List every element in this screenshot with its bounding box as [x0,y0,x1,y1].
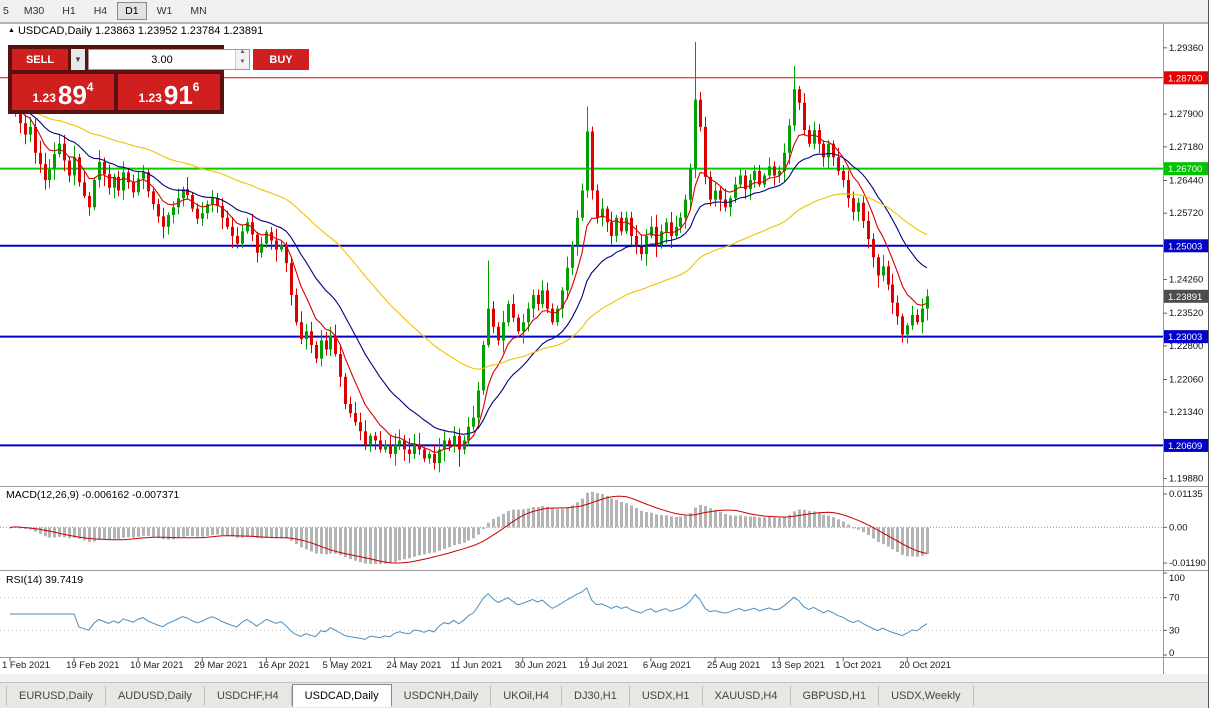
price-badge-1.28700: 1.28700 [1168,73,1202,84]
timeframe-button-D1[interactable]: D1 [117,2,147,20]
date-axis-label: 13 Sep 2021 [771,660,825,671]
chart-symbol-timeframe: USDCAD,Daily [17,25,92,37]
date-axis-label: 1 Oct 2021 [835,660,881,671]
date-axis-label: 10 Mar 2021 [130,660,183,671]
date-axis-label: 25 Aug 2021 [707,660,760,671]
rsi-axis-label: 30 [1169,625,1180,636]
sell-price-pip: 4 [86,80,94,94]
sell-options-dropdown[interactable]: ▼ [71,49,85,70]
price-axis-label: 1.19880 [1169,474,1203,485]
price-badge-1.23891: 1.23891 [1168,292,1202,303]
macd-name: MACD(12,26,9) [6,489,79,501]
price-badge-1.23003: 1.23003 [1168,332,1202,343]
date-axis-label: 1 Feb 2021 [2,660,50,671]
ma-line-8 [9,105,928,453]
sell-price-main: 89 [57,80,87,110]
rsi-name: RSI(14) [6,574,43,586]
chart-tab-eurusd-daily[interactable]: EURUSD,Daily [6,686,106,706]
chart-tab-ukoil-h4[interactable]: UKOil,H4 [491,686,563,706]
chevron-down-icon: ▼ [74,55,82,64]
price-axis-label: 1.27180 [1169,142,1203,153]
chart-tab-gbpusd-h1[interactable]: GBPUSD,H1 [791,686,880,706]
rsi-axis-label: 70 [1169,593,1180,604]
chart-tab-xauusd-h4[interactable]: XAUUSD,H4 [703,686,791,706]
trade-prices-row: 1.23 89 4 1.23 91 6 [12,74,220,110]
price-axis-label: 1.26440 [1169,175,1203,186]
buy-button[interactable]: BUY [253,49,309,70]
macd-axis-label: -0.01190 [1169,558,1206,569]
ma-line-55 [9,108,928,370]
ma-line-20 [9,107,928,435]
date-axis-label: 16 Apr 2021 [258,660,309,671]
volume-spinner: ▲ ▼ [235,49,249,69]
chart-tab-usdx-h1[interactable]: USDX,H1 [630,686,703,706]
price-badge-1.25003: 1.25003 [1168,241,1202,252]
chart-tab-audusd-daily[interactable]: AUDUSD,Daily [106,686,205,706]
price-axis-label: 1.29360 [1169,43,1203,54]
timeframe-toolbar: 5 M30 H1 H4 D1 W1 MN [0,0,1208,23]
chart-tab-usdcad-daily[interactable]: USDCAD,Daily [291,683,392,707]
chart-tab-usdcnh-daily[interactable]: USDCNH,Daily [392,686,492,706]
price-axis-label: 1.21340 [1169,407,1203,418]
buy-price-pip: 6 [192,80,200,94]
buy-price-main: 91 [163,80,193,110]
date-axis-label: 29 Mar 2021 [194,660,247,671]
chart-ohlc-values: 1.23863 1.23952 1.23784 1.23891 [94,25,264,37]
date-axis-label: 19 Jul 2021 [579,660,628,671]
macd-axis-label: 0.01135 [1169,489,1203,500]
volume-increase-button[interactable]: ▲ [236,49,249,60]
date-axis-label: 30 Jun 2021 [515,660,567,671]
price-axis-label: 1.22800 [1169,341,1203,352]
chart-tabs-zone: EURUSD,Daily AUDUSD,Daily USDCHF,H4 USDCAD,… [0,674,1208,708]
volume-input[interactable] [89,50,235,69]
timeframe-button-H4[interactable]: H4 [85,2,116,20]
volume-decrease-button[interactable]: ▼ [236,59,249,69]
chart-tab-usdchf-h4[interactable]: USDCHF,H4 [205,686,292,706]
sell-button[interactable]: SELL [12,49,68,70]
buy-price-display[interactable]: 1.23 91 6 [118,74,220,110]
chart-ohlc-info: ▲ USDCAD,Daily 1.23863 1.23952 1.23784 1.… [8,25,263,37]
candlestick-series [9,41,929,473]
price-axis-label: 1.22060 [1169,374,1203,385]
date-axis-label: 11 Jun 2021 [451,660,503,671]
price-axis-label: 1.25720 [1169,208,1203,219]
timeframe-button-5[interactable]: 5 [0,2,14,20]
chart-tab-bar: EURUSD,Daily AUDUSD,Daily USDCHF,H4 USDCAD,… [0,682,1208,708]
price-badge-1.20609: 1.20609 [1168,441,1202,452]
rsi-axis-label: 0 [1169,648,1174,659]
sell-price-display[interactable]: 1.23 89 4 [12,74,114,110]
volume-field-wrap: ▲ ▼ [88,49,250,70]
date-axis-label: 20 Oct 2021 [899,660,951,671]
price-axis-label: 1.24260 [1169,275,1203,286]
timeframe-button-H1[interactable]: H1 [54,2,84,20]
sell-price-base: 1.23 [32,91,56,105]
macd-values: -0.006162 -0.007371 [81,489,180,501]
price-axis-label: 1.27900 [1169,109,1203,120]
date-axis-label: 24 May 2021 [387,660,442,671]
price-badge-1.26700: 1.26700 [1168,164,1202,175]
trade-controls-row: SELL ▼ ▲ ▼ BUY [12,49,309,70]
macd-axis-label: 0.00 [1169,522,1188,533]
rsi-value: 39.7419 [45,574,84,586]
price-axis-label: 1.23520 [1169,308,1203,319]
macd-indicator-label: MACD(12,26,9) -0.006162 -0.007371 [6,489,179,501]
rsi-axis-label: 100 [1169,573,1185,584]
chart-tab-dj30-h1[interactable]: DJ30,H1 [562,686,630,706]
buy-price-base: 1.23 [138,91,162,105]
date-axis-label: 19 Feb 2021 [66,660,119,671]
chart-tab-usdx-weekly[interactable]: USDX,Weekly [879,686,974,706]
macd-histogram [9,491,929,565]
rsi-line [10,587,928,640]
timeframe-button-MN[interactable]: MN [182,2,215,20]
date-axis-label: 5 May 2021 [322,660,372,671]
timeframe-button-M30[interactable]: M30 [15,2,53,20]
date-axis-label: 6 Aug 2021 [643,660,691,671]
rsi-indicator-label: RSI(14) 39.7419 [6,574,83,586]
timeframe-button-W1[interactable]: W1 [148,2,181,20]
chart-collapse-icon[interactable]: ▲ [8,27,15,34]
macd-signal-line [9,495,928,564]
